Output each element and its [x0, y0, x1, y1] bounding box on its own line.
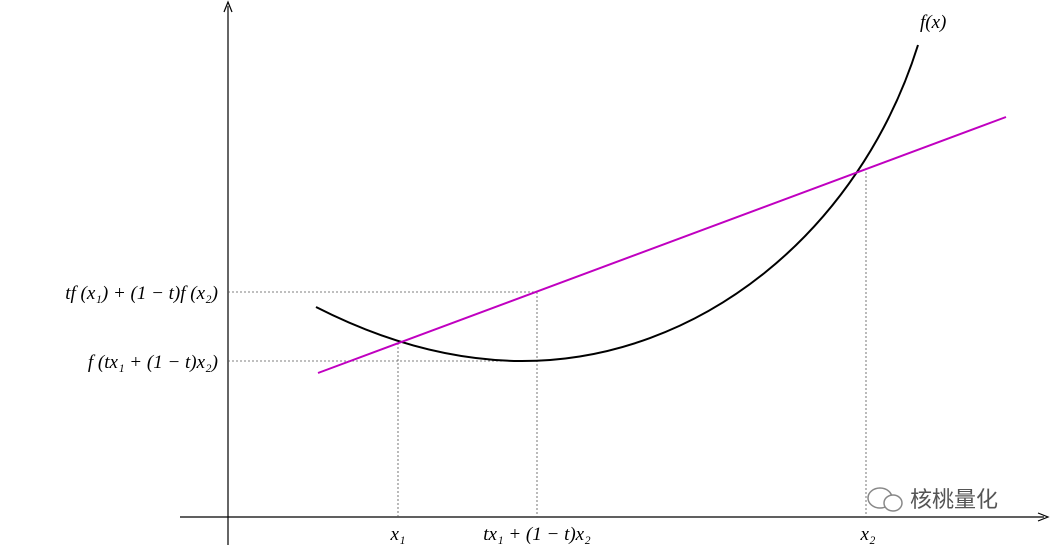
y-label: tf (x₁) + (1 − t)f (x₂) [65, 283, 218, 304]
y-label: f (tx₁ + (1 − t)x₂) [88, 352, 218, 373]
x-axis-arrow [1037, 512, 1050, 522]
function-label: f(x) [920, 12, 946, 33]
x-label: x₂ [859, 524, 875, 545]
guides [228, 168, 867, 517]
y-axis-arrow [223, 0, 233, 13]
x-label: tx₁ + (1 − t)x₂ [483, 524, 591, 545]
x-label: x₁ [389, 524, 405, 545]
watermark-icon [883, 494, 903, 512]
watermark-text: 核桃量化 [910, 488, 998, 513]
chord-line [317, 116, 1007, 374]
watermark: 核桃量化 [867, 487, 998, 513]
